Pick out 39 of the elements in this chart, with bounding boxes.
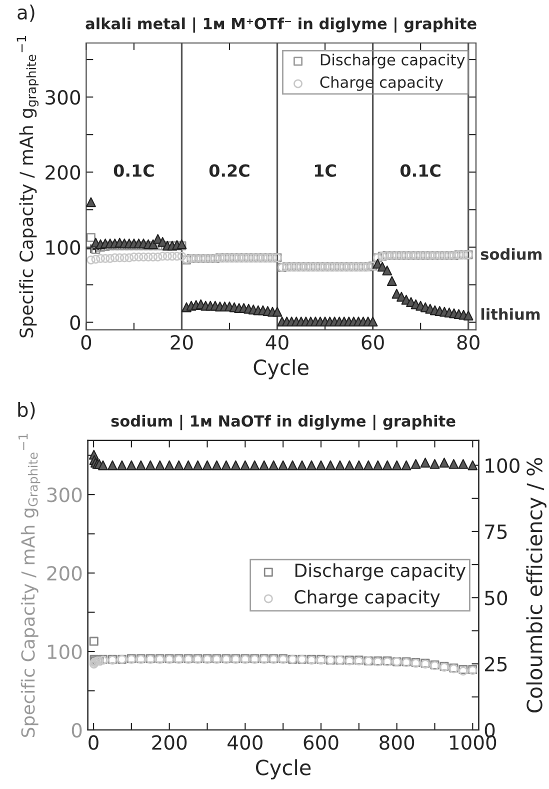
- x-tick-label: 400: [228, 735, 262, 750]
- y-tick-label: 0: [72, 722, 82, 738]
- y2-axis-title: Coloumbic efficiency / %: [526, 458, 546, 712]
- annotation: 0.2C: [209, 164, 250, 177]
- chart-title: sodium | 1ᴍ NaOTf in diglyme | graphite: [111, 414, 456, 430]
- x-tick-label: 20: [170, 335, 193, 350]
- text: b): [18, 402, 35, 420]
- x-tick-label: 60: [362, 335, 384, 350]
- x-tick-label: 200: [152, 735, 187, 750]
- y2-tick-label: 100: [486, 458, 520, 473]
- x-axis-title: Cycle: [254, 359, 308, 380]
- annotation: 0.1C: [400, 164, 440, 177]
- y-axis-title: Specific Capacity / mAh g$_{graphite}$$^{−1}$: [16, 36, 39, 338]
- annotation: 0.1C: [114, 164, 154, 177]
- x-axis-title: Cycle: [256, 759, 311, 780]
- y-tick-label: 200: [47, 566, 82, 581]
- legend-label: Charge capacity: [294, 590, 440, 608]
- y2-tick-label: 75: [485, 524, 507, 540]
- annotation: 1C: [315, 164, 336, 177]
- legend-label: Discharge capacity: [295, 563, 466, 581]
- y2-tick-label: 50: [485, 590, 508, 606]
- y-tick-label: 200: [46, 165, 80, 180]
- annotation: lithium: [481, 308, 540, 320]
- text: a): [18, 4, 34, 22]
- x-tick-label: 40: [266, 335, 288, 350]
- y-tick-label: 300: [46, 90, 80, 105]
- y-tick-label: 100: [48, 644, 82, 660]
- x-tick-label: 600: [304, 735, 338, 750]
- y-tick-label: 100: [46, 240, 80, 255]
- x-tick-label: 0: [88, 735, 98, 750]
- x-tick-label: 800: [380, 735, 414, 750]
- y-tick-label: 0: [70, 315, 80, 330]
- y2-tick-label: 25: [485, 656, 507, 672]
- chart-title: alkali metal | 1ᴍ M⁺OTf⁻ in diglyme | graphite: [86, 17, 476, 33]
- x-tick-label: 80: [457, 335, 480, 350]
- y-axis-title: Specific Capacity / mAh g$_{Graphite}$$^{−1}$: [18, 434, 40, 738]
- annotation: sodium: [480, 248, 542, 260]
- y-tick-label: 300: [47, 488, 82, 502]
- x-tick-label: 0: [81, 335, 92, 350]
